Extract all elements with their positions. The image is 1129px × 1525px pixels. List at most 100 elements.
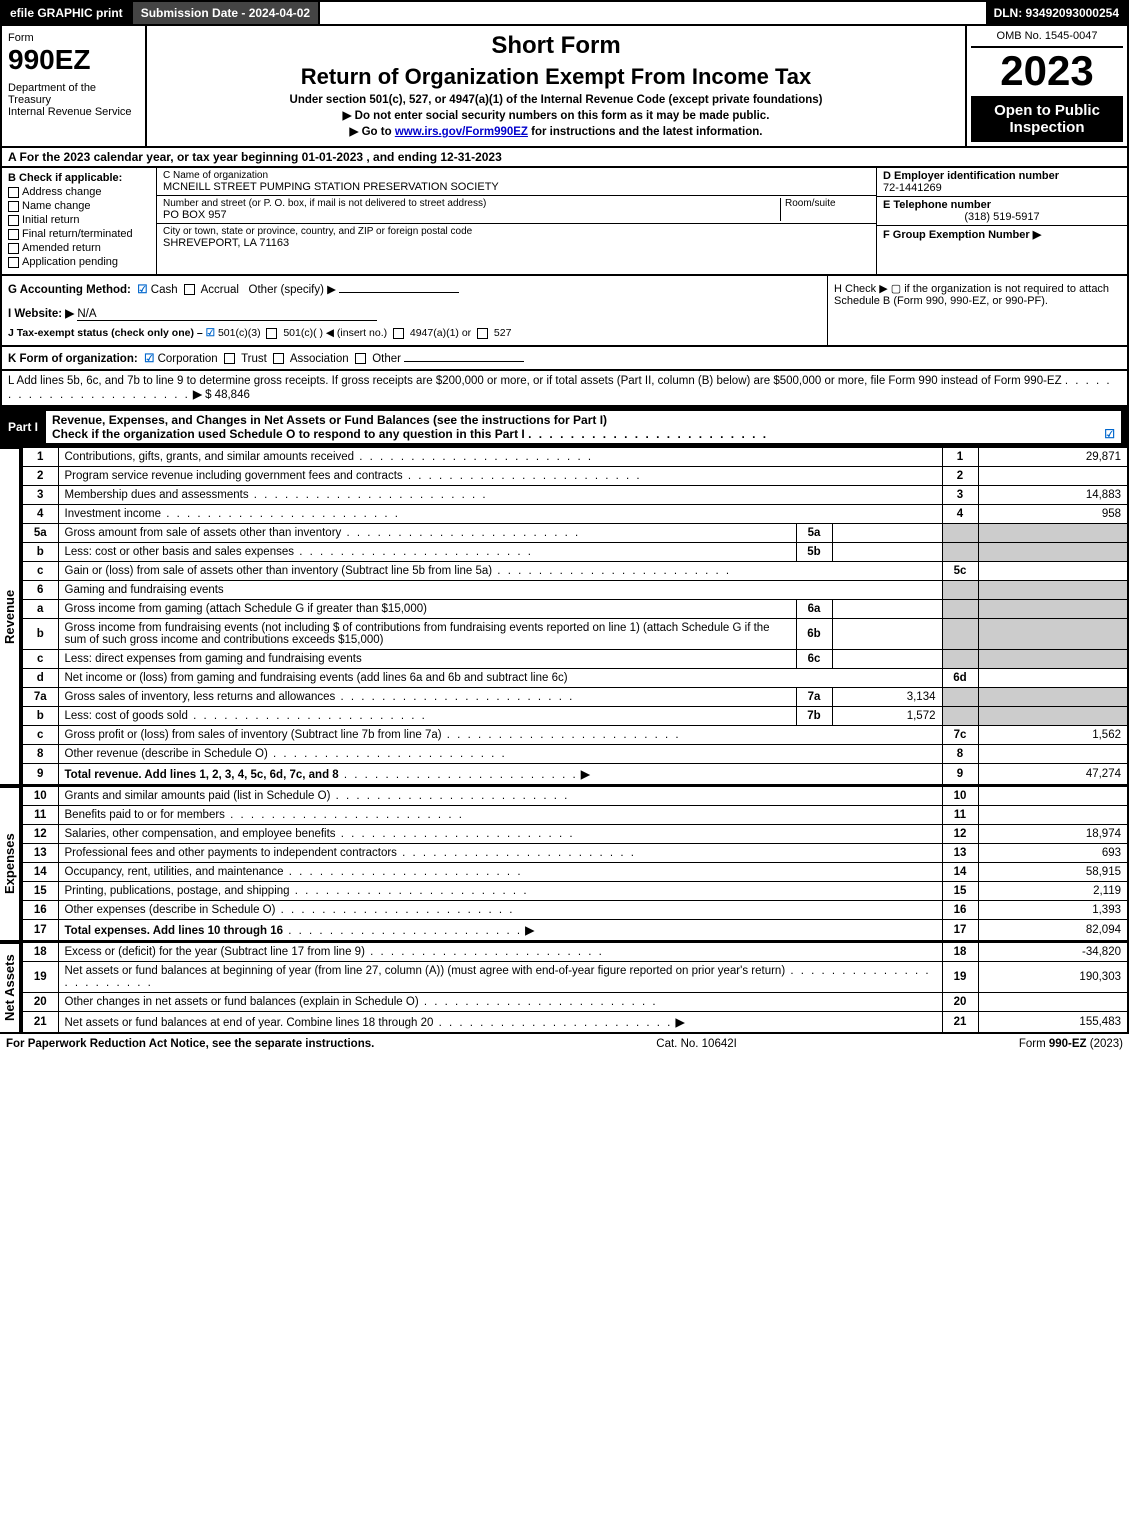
schedule-o-check-icon: ☑: [1104, 427, 1115, 441]
row-5b: bLess: cost or other basis and sales exp…: [22, 543, 1128, 562]
page-footer: For Paperwork Reduction Act Notice, see …: [0, 1034, 1129, 1054]
part-1-title-wrap: Revenue, Expenses, and Changes in Net As…: [46, 411, 1121, 443]
arrow-icon: ▶: [193, 389, 202, 401]
row-7a: 7aGross sales of inventory, less returns…: [22, 688, 1128, 707]
form-header: Form 990EZ Department of the Treasury In…: [0, 26, 1129, 148]
org-name-label: C Name of organization: [163, 170, 870, 181]
netassets-section: Net Assets 18Excess or (deficit) for the…: [0, 942, 1129, 1034]
chk-amended-return[interactable]: Amended return: [8, 242, 150, 254]
row-3: 3Membership dues and assessments314,883: [22, 486, 1128, 505]
row-2: 2Program service revenue including gover…: [22, 467, 1128, 486]
tax-year: 2023: [971, 50, 1123, 92]
irs-link[interactable]: www.irs.gov/Form990EZ: [395, 126, 528, 138]
dept-label: Department of the Treasury Internal Reve…: [8, 82, 139, 118]
dln-label: DLN: 93492093000254: [986, 2, 1127, 24]
expenses-table: 10Grants and similar amounts paid (list …: [21, 786, 1129, 942]
col-g: G Accounting Method: ☑ Cash Accrual Othe…: [2, 276, 827, 345]
row-7b: bLess: cost of goods sold7b1,572: [22, 707, 1128, 726]
check-accrual-icon[interactable]: [184, 284, 195, 295]
header-left: Form 990EZ Department of the Treasury In…: [2, 26, 147, 146]
header-center: Short Form Return of Organization Exempt…: [147, 26, 967, 146]
row-10: 10Grants and similar amounts paid (list …: [22, 787, 1128, 806]
k-trust: Trust: [241, 353, 267, 365]
subtitle-3: ▶ Go to www.irs.gov/Form990EZ for instru…: [157, 124, 955, 138]
street-label: Number and street (or P. O. box, if mail…: [163, 198, 780, 209]
expenses-section: Expenses 10Grants and similar amounts pa…: [0, 786, 1129, 942]
row-6b: bGross income from fundraising events (n…: [22, 619, 1128, 650]
i-label: I Website: ▶: [8, 308, 74, 320]
col-d-ids: D Employer identification number 72-1441…: [877, 168, 1127, 274]
chk-address-change[interactable]: Address change: [8, 186, 150, 198]
open-to-public: Open to Public Inspection: [971, 96, 1123, 142]
submission-date: Submission Date - 2024-04-02: [133, 2, 320, 24]
row-5c: cGain or (loss) from sale of assets othe…: [22, 562, 1128, 581]
row-11: 11Benefits paid to or for members11: [22, 806, 1128, 825]
form-label: Form: [8, 32, 139, 44]
efile-label[interactable]: efile GRAPHIC print: [2, 2, 133, 24]
chk-application-pending[interactable]: Application pending: [8, 256, 150, 268]
row-8: 8Other revenue (describe in Schedule O)8: [22, 745, 1128, 764]
k-other-blank[interactable]: [404, 361, 524, 362]
check-527-icon[interactable]: [477, 328, 488, 339]
row-16: 16Other expenses (describe in Schedule O…: [22, 901, 1128, 920]
check-assoc-icon[interactable]: [273, 353, 284, 364]
col-b-title: B Check if applicable:: [8, 172, 150, 184]
part-1-label: Part I: [8, 420, 46, 434]
check-4947-icon[interactable]: [393, 328, 404, 339]
revenue-section: Revenue 1Contributions, gifts, grants, a…: [0, 447, 1129, 786]
part-1-header: Part I Revenue, Expenses, and Changes in…: [0, 407, 1129, 447]
j-opt4: 527: [494, 327, 512, 339]
row-7c: cGross profit or (loss) from sales of in…: [22, 726, 1128, 745]
expenses-side-label: Expenses: [0, 786, 21, 942]
row-21: 21Net assets or fund balances at end of …: [22, 1012, 1128, 1034]
line-k-form-org: K Form of organization: ☑ Corporation Tr…: [0, 347, 1129, 371]
check-corp-icon: ☑: [144, 353, 154, 365]
row-6c: cLess: direct expenses from gaming and f…: [22, 650, 1128, 669]
l-text: L Add lines 5b, 6c, and 7b to line 9 to …: [8, 375, 1062, 387]
org-street: PO BOX 957: [163, 209, 780, 221]
part-1-checkline: Check if the organization used Schedule …: [52, 427, 525, 441]
group-label: F Group Exemption Number ▶: [883, 228, 1121, 241]
tel-cell: E Telephone number (318) 519-5917: [877, 197, 1127, 226]
check-501c3-icon: ☑: [206, 327, 215, 339]
org-street-cell: Number and street (or P. O. box, if mail…: [157, 196, 876, 224]
j-opt2: 501(c)( ) ◀ (insert no.): [283, 327, 387, 339]
row-13: 13Professional fees and other payments t…: [22, 844, 1128, 863]
netassets-table: 18Excess or (deficit) for the year (Subt…: [21, 942, 1129, 1034]
block-gh: G Accounting Method: ☑ Cash Accrual Othe…: [0, 276, 1129, 347]
check-other-icon[interactable]: [355, 353, 366, 364]
line-i-website: I Website: ▶ N/A: [8, 306, 821, 321]
ein-value: 72-1441269: [883, 182, 1121, 194]
check-trust-icon[interactable]: [224, 353, 235, 364]
row-1: 1Contributions, gifts, grants, and simil…: [22, 448, 1128, 467]
subtitle-2: ▶ Do not enter social security numbers o…: [157, 108, 955, 122]
row-19: 19Net assets or fund balances at beginni…: [22, 962, 1128, 993]
org-name: MCNEILL STREET PUMPING STATION PRESERVAT…: [163, 181, 870, 193]
website-value: N/A: [77, 308, 377, 321]
org-city-cell: City or town, state or province, country…: [157, 224, 876, 251]
j-opt1: 501(c)(3): [218, 327, 261, 339]
chk-name-change[interactable]: Name change: [8, 200, 150, 212]
line-l-gross-receipts: L Add lines 5b, 6c, and 7b to line 9 to …: [0, 371, 1129, 407]
room-suite-label: Room/suite: [780, 198, 870, 221]
g-cash: Cash: [151, 284, 178, 296]
chk-final-return[interactable]: Final return/terminated: [8, 228, 150, 240]
k-label: K Form of organization:: [8, 353, 138, 365]
check-501c-icon[interactable]: [266, 328, 277, 339]
dots-icon: [528, 427, 768, 441]
g-other-blank[interactable]: [339, 292, 459, 293]
sub3-post: for instructions and the latest informat…: [528, 126, 763, 138]
row-18: 18Excess or (deficit) for the year (Subt…: [22, 943, 1128, 962]
row-6a: aGross income from gaming (attach Schedu…: [22, 600, 1128, 619]
g-other: Other (specify) ▶: [249, 284, 336, 296]
row-14: 14Occupancy, rent, utilities, and mainte…: [22, 863, 1128, 882]
form-title: Return of Organization Exempt From Incom…: [157, 64, 955, 90]
chk-initial-return[interactable]: Initial return: [8, 214, 150, 226]
g-accrual: Accrual: [201, 284, 239, 296]
row-12: 12Salaries, other compensation, and empl…: [22, 825, 1128, 844]
omb-number: OMB No. 1545-0047: [971, 30, 1123, 48]
line-j-tax-status: J Tax-exempt status (check only one) – ☑…: [8, 327, 821, 339]
topbar-spacer: [320, 2, 985, 24]
block-bcd: B Check if applicable: Address change Na…: [0, 168, 1129, 276]
footer-center: Cat. No. 10642I: [656, 1038, 737, 1050]
